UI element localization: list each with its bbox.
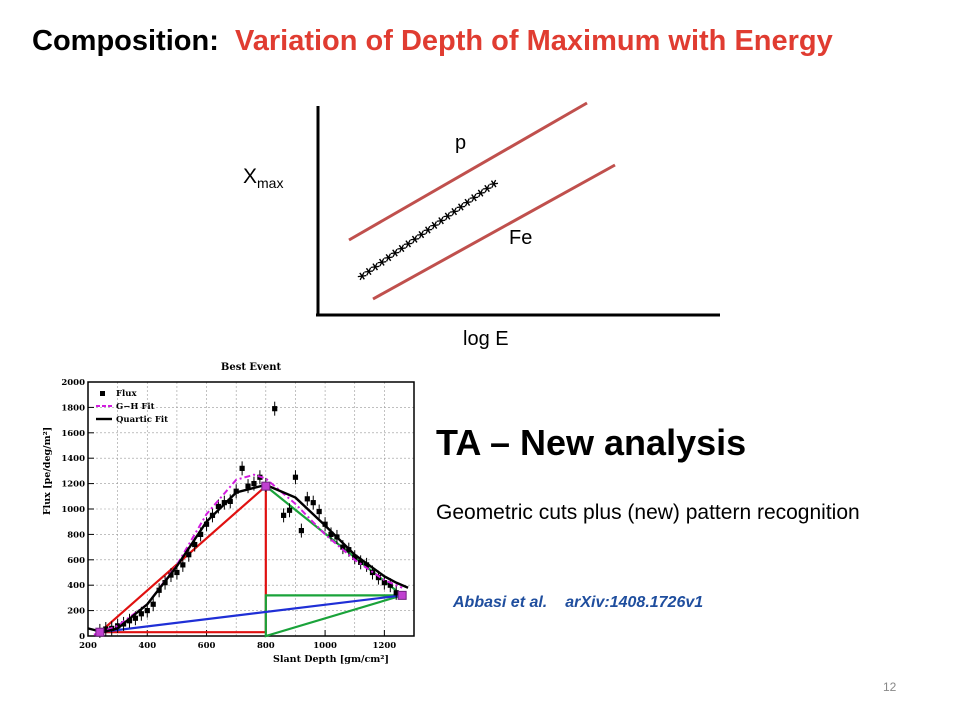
x-tick-label: 1000 [313, 641, 337, 651]
y-tick-label: 200 [67, 607, 85, 617]
vertex-marker [95, 627, 105, 637]
green-triangle [264, 485, 406, 638]
legend-quartic-label: Quartic Fit [116, 415, 168, 425]
flux-point [138, 611, 144, 617]
flux-point [132, 615, 139, 621]
flux-point [215, 503, 221, 510]
slide-title-lead: Composition: [32, 25, 219, 57]
x-tick-label: 400 [138, 641, 156, 651]
flux-point [363, 562, 370, 568]
sketch-y-label-sub: max [257, 175, 284, 191]
sketch-x-label: log E [463, 328, 509, 350]
flux-point [251, 481, 257, 487]
flux-point [272, 406, 278, 412]
flux-point [281, 512, 287, 518]
legend-gh-label: G−H Fit [116, 402, 155, 412]
legend-flux-marker [100, 391, 105, 396]
flux-point [203, 521, 210, 527]
ta-body: Geometric cuts plus (new) pattern recogn… [436, 501, 860, 524]
y-tick-label: 0 [79, 632, 85, 642]
best-event-chart: 200 400 600 800 1000 120002004006008001000120… [42, 362, 415, 665]
flux-point [180, 562, 186, 568]
citation-arxiv: arXiv:1408.1726v1 [565, 594, 704, 611]
flux-point [126, 618, 133, 624]
flux-point [387, 582, 393, 588]
y-tick-label: 1200 [61, 480, 85, 490]
flux-point [198, 531, 204, 537]
proton-line [348, 101, 588, 242]
flux-point [358, 559, 364, 565]
flux-point [186, 552, 192, 558]
flux-point [328, 531, 334, 537]
flux-point [245, 483, 251, 489]
y-tick-label: 1800 [61, 403, 85, 413]
proton-label: p [455, 132, 467, 154]
flux-point [375, 574, 382, 581]
x-tick-label: 1200 [373, 641, 397, 651]
flux-point [393, 590, 399, 596]
flux-point [115, 623, 121, 629]
y-tick-label: 800 [67, 530, 85, 540]
flux-point [150, 601, 156, 607]
quartic-fit-line [87, 483, 409, 634]
flux-point [340, 544, 346, 550]
iron-line [372, 163, 616, 301]
flux-point [192, 541, 198, 548]
flux-point [239, 465, 245, 471]
flux-point [174, 569, 180, 576]
blue-baseline [99, 594, 403, 634]
y-tick-label: 2000 [61, 378, 85, 388]
flux-point [304, 496, 310, 502]
y-tick-label: 600 [67, 556, 85, 566]
slide-title: Composition: Variation of Depth of Maxim… [32, 22, 892, 60]
flux-point [286, 507, 293, 513]
flux-point [298, 527, 304, 534]
y-tick-label: 1000 [61, 505, 85, 515]
flux-point [316, 508, 322, 515]
flux-point [227, 498, 233, 504]
iron-label: Fe [509, 227, 533, 249]
page-number: 12 [883, 680, 897, 694]
flux-point [144, 608, 150, 614]
y-tick-label: 1600 [61, 429, 85, 439]
sketch-y-label: Xmax [243, 165, 284, 191]
vertex-marker [397, 590, 407, 600]
legend-flux-label: Flux [116, 389, 137, 399]
x-axis-label: Slant Depth [gm/cm²] [273, 654, 389, 665]
citation: Abbasi et al. arXiv:1408.1726v1 [453, 594, 703, 612]
vertex-marker [261, 481, 271, 491]
chart-title: Best Event [221, 362, 282, 373]
ta-heading: TA – New analysis [436, 422, 747, 463]
x-tick-label: 800 [257, 641, 275, 651]
citation-author: Abbasi et al. [453, 594, 548, 611]
flux-point [233, 488, 239, 494]
y-tick-label: 400 [67, 581, 85, 591]
y-tick-label: 1400 [61, 454, 85, 464]
x-tick-label: 200 [79, 641, 97, 651]
flux-point [103, 626, 109, 632]
flux-point [292, 474, 299, 480]
x-tick-label: 600 [198, 641, 216, 651]
slide-title-rest: Variation of Depth of Maximum with Energ… [234, 25, 833, 57]
y-axis-label: Flux [pe/deg/m²] [42, 427, 53, 515]
flux-point [310, 500, 316, 506]
flux-point [381, 580, 387, 586]
flux-point [352, 554, 358, 560]
